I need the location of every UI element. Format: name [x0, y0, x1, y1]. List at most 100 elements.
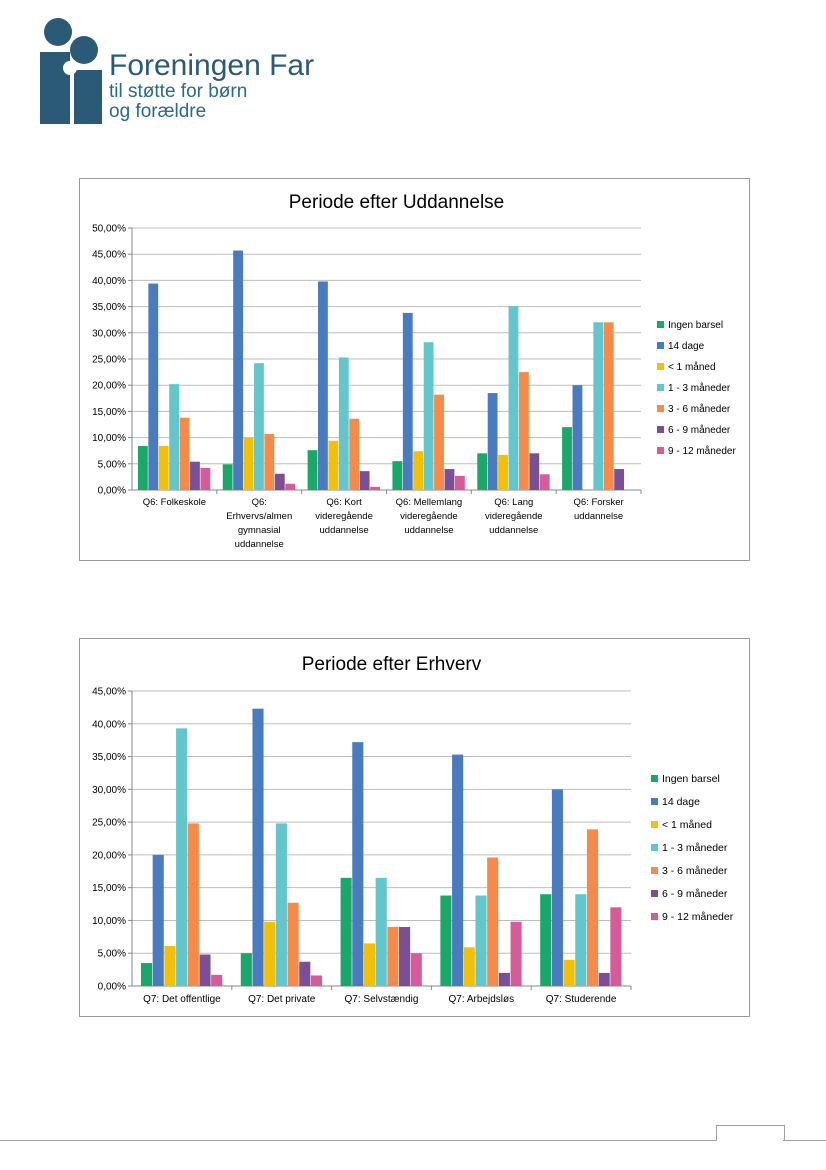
y-tick-label: 5,00%	[98, 459, 126, 470]
x-category-label: Q6: Mellemlang	[396, 497, 463, 508]
y-tick-label: 15,00%	[92, 407, 126, 418]
bar-1 - 3 måneder	[593, 322, 604, 490]
bar-1 - 3 måneder	[254, 363, 264, 490]
bar-3 - 6 måneder	[287, 902, 299, 986]
y-tick-label: 30,00%	[92, 785, 126, 796]
org-name: Foreningen Far	[109, 49, 315, 82]
bar-9 - 12 måneder	[454, 475, 465, 490]
bar-9 - 12 måneder	[510, 921, 522, 986]
chart-education: Periode efter Uddannelse 0,00% 5,00% 10,00%…	[79, 178, 750, 561]
bar-9 - 12 måneder	[539, 474, 550, 490]
bar-1 - 3 måneder	[375, 877, 387, 986]
bar-< 1 måned	[413, 451, 424, 490]
bar-< 1 måned	[264, 921, 276, 986]
bar-1 - 3 måneder	[475, 895, 487, 986]
legend-swatch	[657, 384, 664, 391]
bar-14 dage	[572, 385, 583, 490]
page-number-box	[716, 1125, 785, 1141]
bar-6 - 9 måneder	[359, 471, 370, 490]
y-tick-label: 40,00%	[92, 719, 126, 730]
bar-Ingen barsel	[540, 894, 552, 986]
legend-label: 6 - 9 måneder	[668, 424, 731, 436]
y-tick-label: 10,00%	[92, 916, 126, 927]
bar-1 - 3 måneder	[575, 894, 587, 986]
bar-3 - 6 måneder	[179, 417, 190, 490]
bar-14 dage	[487, 393, 498, 490]
bar-9 - 12 måneder	[610, 907, 622, 986]
legend-label: 9 - 12 måneder	[668, 445, 736, 457]
bar-14 dage	[551, 789, 563, 986]
bar-1 - 3 måneder	[338, 357, 349, 490]
org-tagline-2: og forældre	[109, 101, 207, 122]
bar-9 - 12 måneder	[370, 486, 380, 490]
x-category-label: videregående	[315, 511, 373, 522]
bar-Ingen barsel	[440, 895, 452, 986]
bar-Ingen barsel	[340, 877, 352, 986]
bar-6 - 9 måneder	[299, 961, 311, 986]
bar-3 - 6 måneder	[264, 433, 275, 490]
bar-Ingen barsel	[140, 963, 153, 986]
bar-3 - 6 måneder	[603, 322, 614, 490]
x-category-label: Erhvervs/almen	[226, 511, 292, 522]
y-tick-label: 0,00%	[98, 486, 126, 497]
footer-rule	[0, 1140, 716, 1141]
x-category-label: uddannelse	[489, 525, 538, 536]
bar-3 - 6 måneder	[387, 927, 399, 986]
x-category-label: Q7: Det offentlige	[143, 994, 221, 1005]
bar-14 dage	[402, 312, 413, 490]
x-category-label: videregående	[485, 511, 543, 522]
legend-swatch	[657, 363, 664, 370]
x-category-label: Q7: Studerende	[546, 994, 617, 1005]
bar-1 - 3 måneder	[176, 728, 188, 986]
bar-6 - 9 måneder	[498, 972, 510, 986]
bar-14 dage	[318, 281, 328, 490]
x-category-label: Q6: Forsker	[574, 497, 624, 508]
y-tick-label: 15,00%	[92, 883, 126, 894]
legend-label: Ingen barsel	[668, 320, 723, 331]
legend-swatch	[651, 798, 658, 805]
bar-6 - 9 måneder	[529, 453, 540, 490]
x-category-label: Q7: Selvstændig	[345, 994, 419, 1005]
bar-Ingen barsel	[222, 464, 233, 490]
bar-Ingen barsel	[137, 445, 148, 490]
x-category-label: Q7: Arbejdsløs	[449, 994, 515, 1005]
org-tagline-1: til støtte for børn	[109, 81, 248, 102]
legend-label: Ingen barsel	[662, 773, 720, 785]
bar-3 - 6 måneder	[434, 394, 444, 490]
bar-< 1 måned	[164, 946, 176, 986]
legend-label: < 1 måned	[662, 819, 712, 831]
chart-education-svg: Periode efter Uddannelse 0,00% 5,00% 10,00%…	[92, 192, 736, 550]
bar-< 1 måned	[243, 437, 254, 490]
x-category-label: gymnasial	[238, 525, 281, 536]
bar-14 dage	[252, 708, 264, 986]
bar-14 dage	[352, 742, 364, 986]
x-category-label: Q7: Det private	[248, 994, 316, 1005]
bar-1 - 3 måneder	[508, 306, 519, 490]
legend-label: 3 - 6 måneder	[662, 865, 728, 877]
bar-3 - 6 måneder	[187, 823, 199, 986]
y-tick-label: 25,00%	[92, 355, 126, 366]
bar-14 dage	[152, 854, 164, 986]
y-tick-label: 35,00%	[92, 752, 126, 763]
legend-swatch	[651, 890, 658, 897]
chart-title: Periode efter Uddannelse	[289, 192, 504, 213]
y-tick-label: 45,00%	[92, 250, 126, 261]
legend-swatch	[657, 342, 664, 349]
legend-swatch	[651, 913, 658, 920]
legend-swatch	[651, 821, 658, 828]
legend-swatch	[657, 321, 664, 328]
chart-occupation: Periode efter Erhverv 0,00% 5,00% 10,00% 15,…	[79, 638, 750, 1017]
bar-6 - 9 måneder	[444, 469, 455, 490]
logo	[38, 18, 338, 128]
legend-label: < 1 måned	[668, 361, 716, 373]
bar-Ingen barsel	[240, 953, 252, 986]
bar-Ingen barsel	[392, 461, 403, 490]
bar-Ingen barsel	[307, 450, 318, 490]
legend-label: 14 dage	[668, 341, 705, 352]
bar-14 dage	[452, 754, 464, 986]
footer-rule-right	[783, 1140, 826, 1141]
y-tick-label: 20,00%	[92, 850, 126, 861]
bar-14 dage	[233, 250, 244, 490]
y-tick-label: 10,00%	[92, 433, 126, 444]
legend-label: 14 dage	[662, 796, 700, 808]
